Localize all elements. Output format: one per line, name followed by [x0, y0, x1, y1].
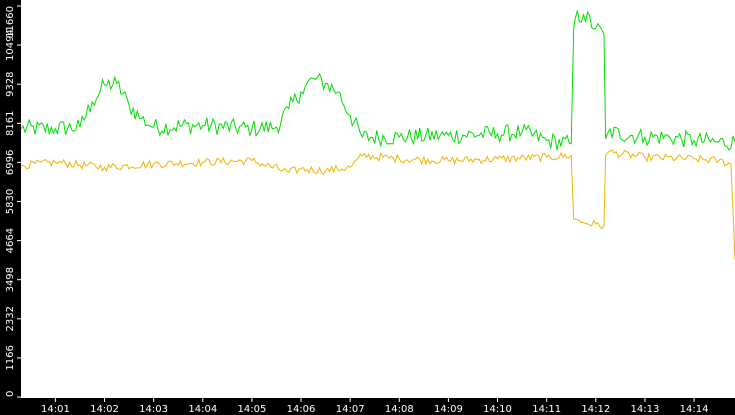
y-tick-label: 9328 [5, 71, 16, 96]
x-axis: 14:01 14:02 14:03 14:04 14:05 14:06 14:07 14:08… [41, 398, 709, 415]
x-tick-label: 14:03 [139, 404, 168, 415]
x-axis-bar [0, 398, 735, 415]
y-tick-label: 11660 [5, 6, 16, 38]
series-line-2 [20, 149, 735, 260]
x-tick-label: 14:10 [483, 404, 512, 415]
y-tick-label: 3498 [5, 267, 16, 292]
y-tick-label: 6996 [5, 150, 16, 175]
x-tick-label: 14:14 [680, 404, 709, 415]
series-line-1 [20, 10, 735, 151]
x-tick-label: 14:01 [41, 404, 70, 415]
x-tick-label: 14:09 [434, 404, 463, 415]
x-tick-label: 14:05 [237, 404, 266, 415]
y-tick-label: 4664 [5, 228, 16, 253]
y-tick-label: 5830 [5, 189, 16, 214]
x-tick-label: 14:13 [630, 404, 659, 415]
y-tick-label: 2332 [5, 306, 16, 331]
y-axis: 0 1166 2332 3498 4664 5830 6996 8161 9328 1049411… [5, 5, 21, 398]
y-tick-label: 0 [5, 391, 16, 397]
x-tick-label: 14:04 [188, 404, 217, 415]
x-tick-label: 14:06 [287, 404, 316, 415]
x-tick-label: 14:08 [385, 404, 414, 415]
x-tick-label: 14:02 [90, 404, 119, 415]
series-layer [20, 10, 735, 260]
x-tick-label: 14:12 [581, 404, 610, 415]
y-tick-label: 1166 [5, 345, 16, 370]
y-tick-label: 10494 [5, 29, 16, 61]
x-tick-label: 14:11 [532, 404, 561, 415]
y-axis-bar [0, 0, 21, 398]
y-tick-label: 8161 [5, 111, 16, 136]
x-tick-label: 14:07 [336, 404, 365, 415]
